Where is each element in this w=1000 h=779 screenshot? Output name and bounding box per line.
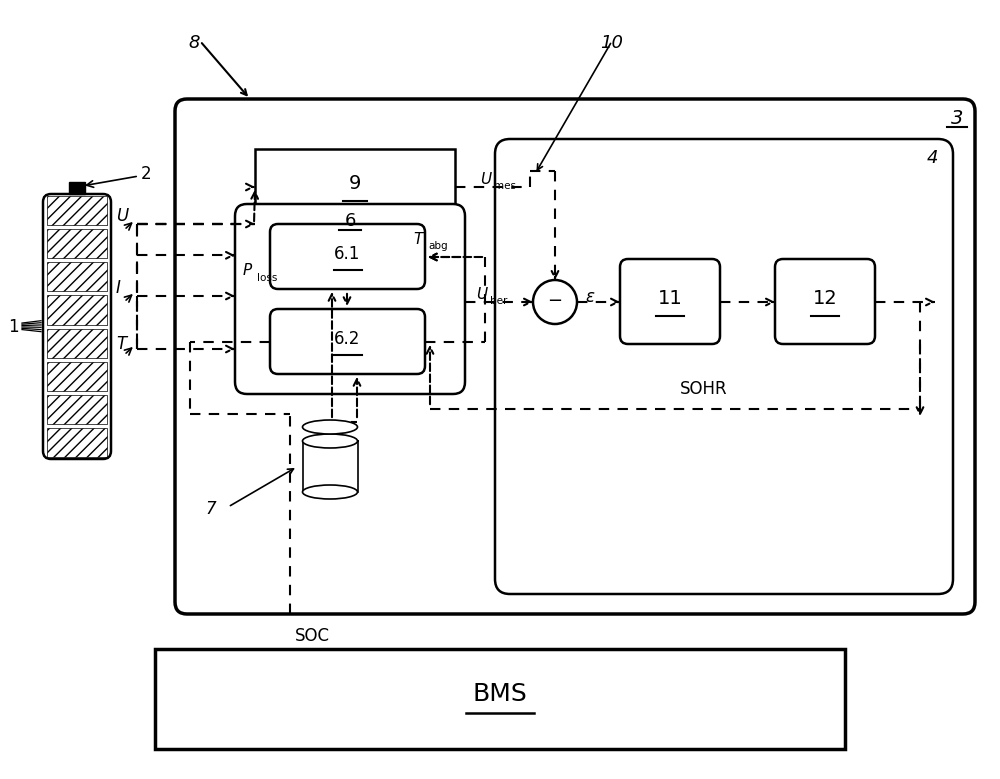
FancyBboxPatch shape (175, 99, 975, 614)
FancyBboxPatch shape (235, 204, 465, 394)
Text: 9: 9 (349, 174, 361, 193)
Text: 3: 3 (951, 109, 963, 128)
Ellipse shape (302, 434, 358, 448)
Text: 11: 11 (658, 289, 682, 308)
FancyBboxPatch shape (270, 224, 425, 289)
Bar (47, 263, 107, 291)
Text: U: U (116, 207, 128, 225)
FancyBboxPatch shape (620, 259, 720, 344)
Bar (47, 395, 107, 424)
Text: abg: abg (428, 241, 448, 251)
Bar (155, 649, 845, 749)
Text: SOC: SOC (295, 627, 330, 645)
Text: mes: mes (494, 181, 516, 191)
Text: ε: ε (585, 288, 594, 306)
Text: 10: 10 (600, 34, 623, 52)
Text: −: − (547, 292, 563, 310)
Ellipse shape (302, 485, 358, 499)
Bar (69, 182, 85, 194)
Text: I: I (116, 279, 121, 297)
FancyBboxPatch shape (495, 139, 953, 594)
Bar (47, 361, 107, 391)
Text: 2: 2 (141, 165, 152, 183)
Bar (47, 295, 107, 325)
Text: ber: ber (490, 296, 507, 306)
Text: T: T (413, 231, 422, 246)
Text: T: T (116, 335, 126, 353)
Bar (47, 428, 107, 457)
FancyBboxPatch shape (775, 259, 875, 344)
Text: 1: 1 (8, 318, 19, 336)
Text: U: U (476, 287, 487, 301)
Text: BMS: BMS (473, 682, 527, 706)
Text: 6.2: 6.2 (334, 330, 361, 347)
Text: U: U (480, 171, 491, 186)
Text: loss: loss (257, 273, 277, 283)
Bar (47, 196, 107, 225)
Text: 8: 8 (188, 34, 200, 52)
Text: P: P (243, 263, 252, 278)
Text: 12: 12 (813, 289, 837, 308)
Bar (47, 229, 107, 259)
Bar (47, 329, 107, 358)
Text: SOHR: SOHR (680, 380, 728, 398)
FancyBboxPatch shape (270, 309, 425, 374)
Bar (302, 441, 358, 492)
Text: 7: 7 (205, 500, 216, 518)
Text: 6.1: 6.1 (334, 245, 361, 263)
FancyBboxPatch shape (43, 194, 111, 459)
Bar (255, 149, 455, 224)
Text: 6: 6 (344, 212, 356, 230)
Ellipse shape (302, 420, 358, 434)
Text: 4: 4 (926, 149, 938, 167)
